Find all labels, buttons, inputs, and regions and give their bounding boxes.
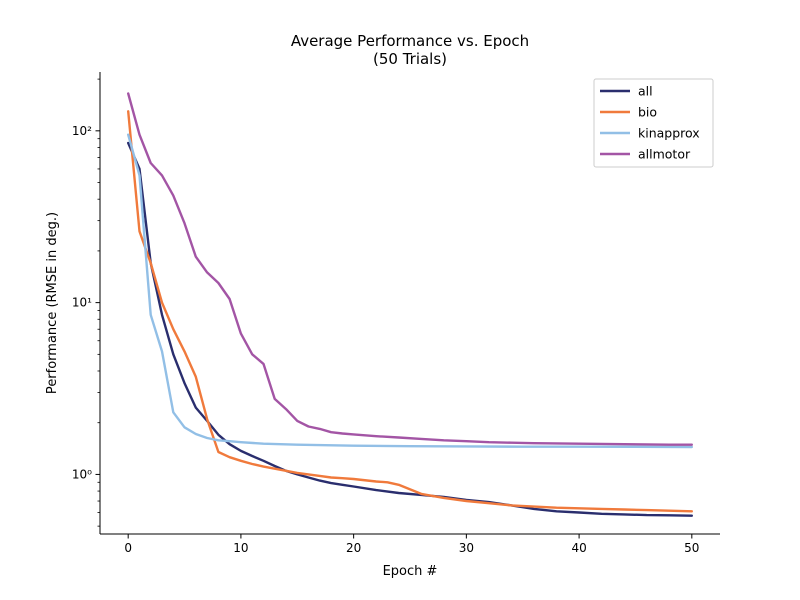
legend-label-allmotor: allmotor	[638, 147, 691, 162]
series-line-kinapprox	[126, 133, 693, 449]
axis-ticks: 0 10 20 30 40 50 10⁰ 10¹ 10²	[72, 124, 700, 555]
x-tick-label: 40	[571, 541, 586, 555]
chart-subtitle: (50 Trials)	[373, 50, 447, 68]
plot-lines	[126, 92, 693, 517]
x-tick-label: 30	[459, 541, 474, 555]
legend-label-bio: bio	[638, 105, 657, 120]
y-axis-label: Performance (RMSE in deg.)	[45, 212, 60, 394]
x-tick-label: 20	[346, 541, 361, 555]
x-tick-label: 10	[233, 541, 248, 555]
series-line-allmotor	[126, 92, 693, 446]
chart-title: Average Performance vs. Epoch	[291, 32, 529, 50]
series-line-bio	[126, 110, 693, 513]
x-tick-label: 0	[124, 541, 132, 555]
legend-label-all: all	[638, 84, 653, 99]
y-tick-label: 10⁰	[72, 467, 92, 481]
y-minor-ticks	[97, 78, 100, 527]
legend-frame	[593, 78, 714, 168]
y-tick-label: 10¹	[72, 296, 92, 310]
legend-label-kinapprox: kinapprox	[638, 126, 700, 141]
legend: all bio kinapprox allmotor	[593, 78, 714, 168]
x-tick-label: 50	[684, 541, 699, 555]
y-tick-label: 10²	[72, 124, 92, 138]
x-axis-label: Epoch #	[383, 564, 438, 579]
series-line-all	[126, 141, 693, 517]
